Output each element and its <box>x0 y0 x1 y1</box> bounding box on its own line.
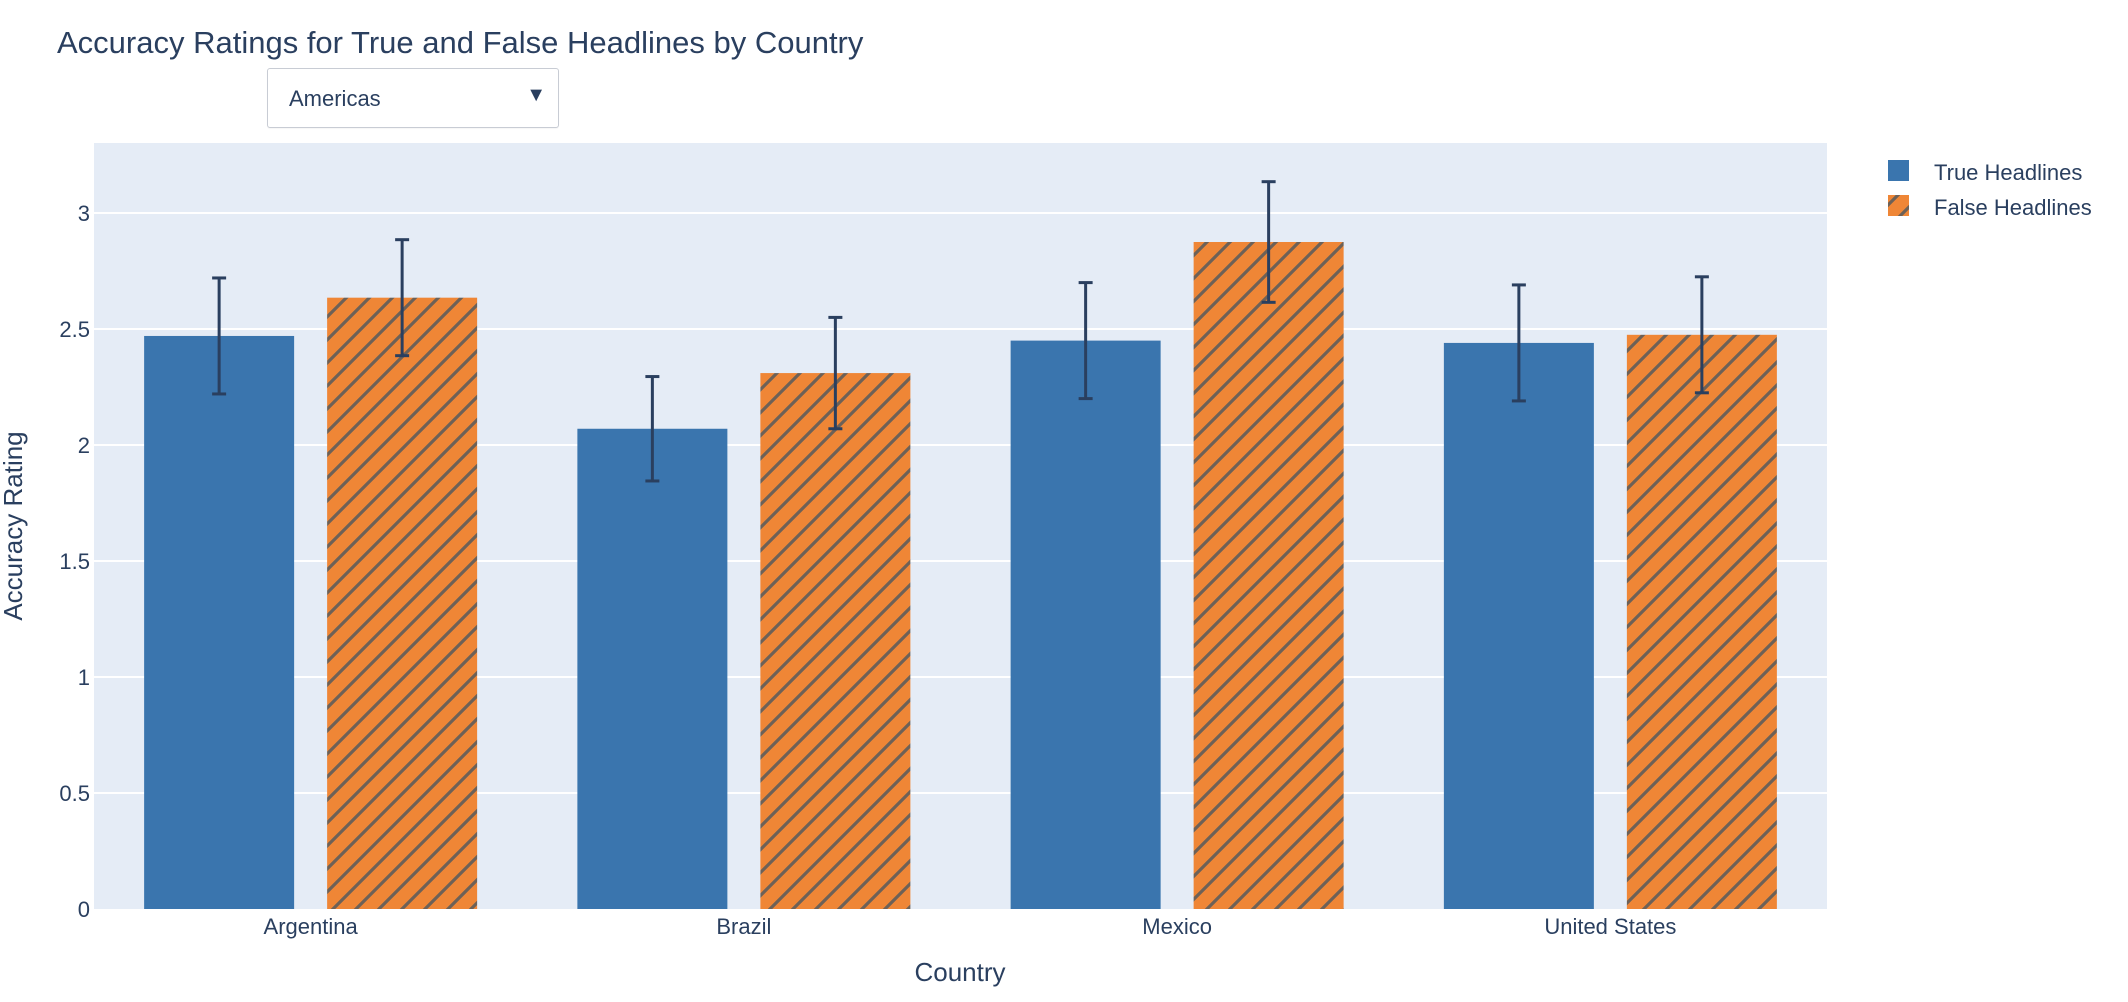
x-tick-label: United States <box>1544 914 1676 939</box>
chevron-down-icon: ▼ <box>526 84 546 106</box>
legend-swatch-false-headlines <box>1888 195 1909 216</box>
error-bars <box>212 180 1709 483</box>
bar-false-headlines-united-states[interactable] <box>1626 334 1777 909</box>
error-bar-true-headlines-mexico <box>1078 281 1093 401</box>
region-dropdown-value: Americas <box>289 86 381 111</box>
y-axis-title: Accuracy Rating <box>0 431 28 620</box>
bar-false-headlines-argentina[interactable] <box>327 297 478 909</box>
x-tick-label: Mexico <box>1142 914 1212 939</box>
x-tick-label: Brazil <box>716 914 771 939</box>
error-bar-false-headlines-brazil <box>828 315 843 431</box>
bar-true-headlines-brazil[interactable] <box>577 428 728 909</box>
y-tick-label: 1.5 <box>59 549 90 574</box>
y-tick-label: 1 <box>78 665 90 690</box>
y-tick-label: 2 <box>78 433 90 458</box>
y-axis-ticks: 0 0.5 1 1.5 2 2.5 3 <box>59 201 90 922</box>
x-axis-title: Country <box>914 957 1005 987</box>
legend[interactable]: True Headlines False Headlines <box>1888 160 2092 220</box>
y-tick-label: 2.5 <box>59 317 90 342</box>
legend-item-true-headlines[interactable]: True Headlines <box>1888 160 2082 185</box>
legend-label-true-headlines: True Headlines <box>1934 160 2082 185</box>
bar-false-headlines-brazil[interactable] <box>760 373 911 910</box>
legend-label-false-headlines: False Headlines <box>1934 195 2092 220</box>
error-bar-true-headlines-brazil <box>645 375 660 483</box>
error-bar-true-headlines-united-states <box>1511 283 1526 403</box>
x-axis-ticks: Argentina Brazil Mexico United States <box>264 914 1677 939</box>
bar-false-headlines-mexico[interactable] <box>1193 242 1344 909</box>
y-tick-label: 3 <box>78 201 90 226</box>
x-tick-label: Argentina <box>264 914 359 939</box>
legend-swatch-true-headlines <box>1888 160 1909 181</box>
error-bar-false-headlines-argentina <box>395 238 410 358</box>
error-bar-true-headlines-argentina <box>212 276 227 396</box>
bar-true-headlines-united-states[interactable] <box>1443 342 1594 909</box>
error-bar-false-headlines-united-states <box>1694 275 1709 395</box>
chart-title: Accuracy Ratings for True and False Head… <box>57 25 864 60</box>
error-bar-false-headlines-mexico <box>1261 180 1276 304</box>
legend-item-false-headlines[interactable]: False Headlines <box>1888 195 2092 220</box>
bar-true-headlines-argentina[interactable] <box>144 335 295 910</box>
y-tick-label: 0.5 <box>59 781 90 806</box>
y-tick-label: 0 <box>78 897 90 922</box>
bars <box>144 242 1777 910</box>
region-dropdown[interactable]: Americas ▼ <box>267 68 559 128</box>
bar-true-headlines-mexico[interactable] <box>1010 340 1161 910</box>
